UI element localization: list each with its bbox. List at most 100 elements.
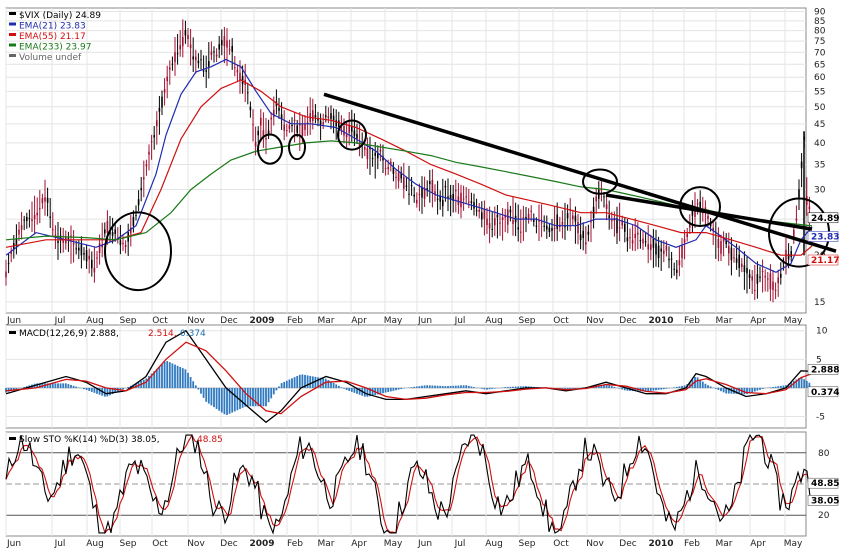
macd-hist-bar [519,386,522,388]
macd-hist-bar [415,386,418,388]
macd-panel: 105-5 MACD(12,26,9) 2.888, 2.514, 0.374 … [5,324,839,429]
macd-hist-bar [400,387,403,390]
macd-hist-bar [145,378,148,388]
macd-hist-bar [265,387,267,407]
candle-body [343,125,345,136]
x-tick-label: May [384,316,403,326]
macd-hist-bar [18,387,20,389]
macd-hist-bar [751,387,754,393]
macd-hist-bar [62,383,65,388]
macd-hist-bar [369,387,371,397]
macd-hist-bar [267,387,270,403]
candle-body [442,200,444,207]
macd-hist-bar [213,387,215,408]
macd-hist-bar [769,387,772,388]
candle-body [28,217,31,220]
candle-body [720,241,722,254]
macd-hist-bar [200,387,202,394]
candle-body [517,227,519,230]
macd-hist-bar [319,377,322,388]
legend-label: EMA(233) 23.97 [19,43,91,53]
candle-body [91,259,93,269]
candle-body [754,289,756,291]
candle-body [468,201,470,203]
candle-body [213,51,215,53]
x-tick-label: 2009 [249,316,274,326]
candle-body [296,125,298,133]
candle-body [7,263,10,265]
candle-body [491,228,493,230]
sto-legend-swatch [9,437,16,440]
candle-body [111,232,114,236]
candle-body [130,227,132,234]
macd-hist-bar [176,365,179,388]
candle-body [486,218,488,226]
candle-body [717,238,720,248]
legend-label: $VIX (Daily) 24.89 [19,11,101,21]
candle-body [416,199,418,204]
macd-hist-bar [280,383,283,388]
macd-hist-bar [681,385,683,388]
macd-hist-bar [275,387,278,391]
candle-body [41,198,44,204]
candle-body [273,109,275,117]
macd-hist-bar [647,387,650,392]
macd-hist-bar [187,372,189,388]
candle-body [202,70,205,72]
candle-body [169,67,171,70]
candle-body [226,40,228,48]
macd-hist-bar [119,387,122,391]
candle-body [761,271,764,273]
candle-body [764,275,766,278]
macd-hist-bar [283,381,286,388]
value-label-box [807,254,839,266]
macd-hist-bar [688,381,691,388]
candle-body [725,239,727,245]
x-tick-label: Oct [152,316,168,326]
candle-body [774,289,777,291]
macd-hist-bar [522,386,525,388]
x-tick-label: Jul [54,316,66,326]
candle-body [470,201,473,204]
macd-hist-bar [135,383,137,388]
candle-body [527,213,530,219]
macd-hist-bar [356,387,358,394]
candle-body [777,277,779,284]
macd-hist-bar [473,387,475,388]
candle-body [223,36,226,47]
x-tick-label: Dec [220,316,237,326]
macd-hist-bar [626,387,629,391]
candle-body [23,219,25,221]
candle-body [288,125,291,129]
macd-hist-bar [753,387,756,392]
candle-body [621,220,623,226]
candle-body [252,124,254,126]
macd-hist-bar [174,364,176,388]
candle-body [413,194,415,197]
macd-value-label-box [807,386,839,398]
macd-hist-bar [327,380,330,388]
candle-body [403,176,405,189]
macd-hist-bar [795,379,798,388]
macd-hist-bar [525,386,527,388]
sto-x-tick-label: Dec [619,539,636,548]
candle-body [644,241,647,243]
price-x-axis: Jun Jul Aug Sep Oct Nov Dec 2009 Feb Mar Apr May Jun… [6,316,803,326]
sto-value-label-box [807,477,839,489]
candle-body [475,210,478,212]
candle-body [457,196,460,205]
candle-body [504,215,506,218]
candle-body [364,147,366,150]
macd-hist-bar [254,387,257,407]
sto-x-tick-label: May [384,539,403,548]
macd-hist-bar [72,385,75,388]
candle-body [322,122,324,125]
macd-hist-bar [800,377,803,388]
macd-hist-bar [317,377,319,388]
candle-body [106,220,109,233]
macd-hist-bar [371,387,374,396]
x-tick-label: Sep [120,316,137,326]
macd-hist-bar [470,386,473,388]
macd-hist-bar [655,387,657,391]
